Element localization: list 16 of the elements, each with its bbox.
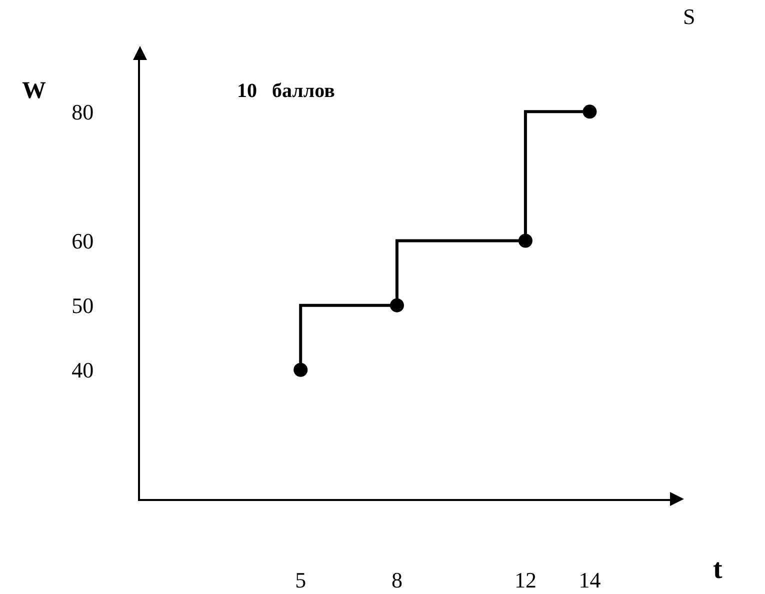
x-tick-label: 12 [514, 567, 536, 592]
point [390, 298, 404, 312]
point [294, 362, 308, 377]
point [582, 104, 597, 119]
x-axis-title: t [713, 554, 723, 585]
text: S [683, 4, 696, 29]
point [518, 234, 532, 248]
annotation: 10 баллов [237, 80, 336, 102]
y-tick-label: 80 [72, 99, 94, 124]
x-tick-label: 8 [391, 567, 402, 592]
y-tick-label: 40 [72, 358, 94, 383]
y-tick-label: 60 [72, 228, 94, 254]
y-tick-label: 50 [72, 293, 94, 318]
x-tick-label: 14 [578, 567, 601, 592]
y-axis-title: W [22, 78, 46, 104]
x-tick-label: 5 [295, 567, 306, 592]
